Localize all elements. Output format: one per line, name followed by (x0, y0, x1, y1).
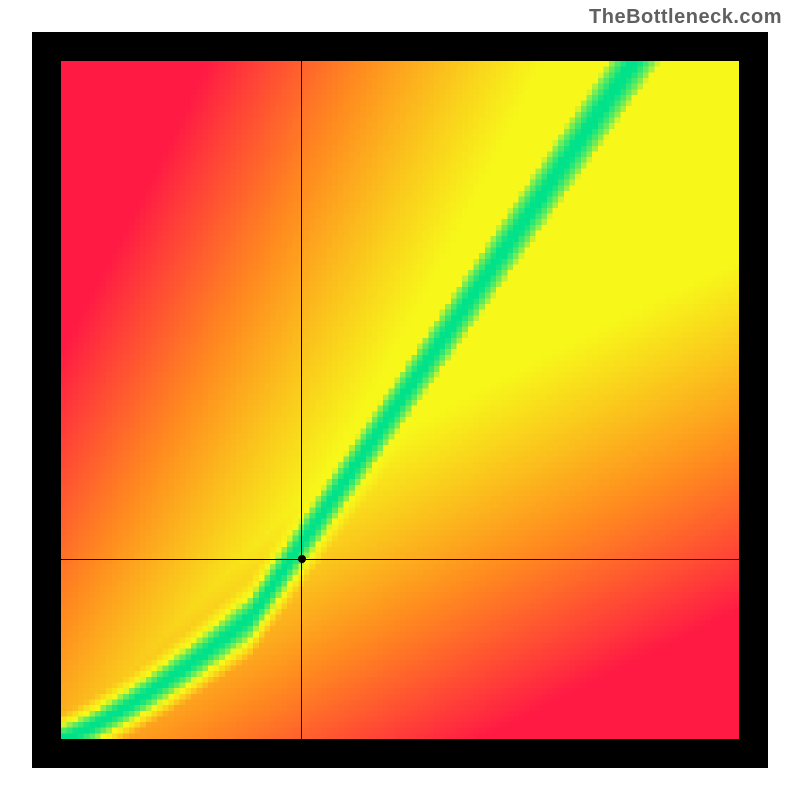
marker-dot (298, 555, 306, 563)
crosshair-vertical (301, 61, 302, 739)
plot-frame (32, 32, 768, 768)
chart-container: TheBottleneck.com (0, 0, 800, 800)
crosshair-horizontal (61, 559, 739, 560)
bottleneck-heatmap (61, 61, 739, 739)
watermark-text: TheBottleneck.com (589, 6, 782, 29)
